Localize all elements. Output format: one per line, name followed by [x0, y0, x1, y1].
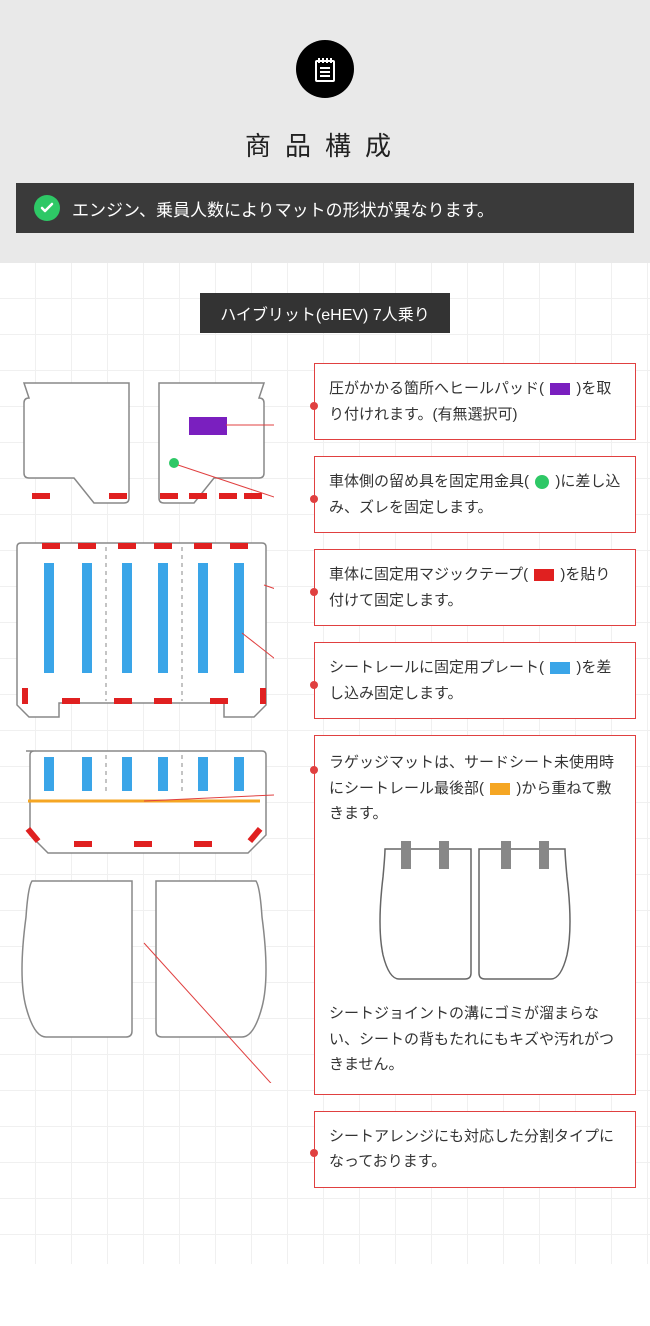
- variant-badge: ハイブリット(eHEV) 7人乗り: [200, 293, 449, 333]
- notice-text: エンジン、乗員人数によりマットの形状が異なります。: [72, 196, 494, 221]
- notepad-icon: [296, 40, 354, 98]
- callout-column: 圧がかかる箇所へヒールパッド( )を取り付けれます。(有無選択可) 車体側の留め…: [274, 363, 636, 1204]
- callout-text: シートアレンジにも対応した分割タイプになっております。: [329, 1128, 614, 1171]
- mini-luggage-diagram: [329, 841, 621, 990]
- callout-text: シートレールに固定用プレート(: [329, 659, 548, 676]
- callout-rail-plate: シートレールに固定用プレート( )を差し込み固定します。: [314, 642, 636, 719]
- callout-split: シートアレンジにも対応した分割タイプになっております。: [314, 1111, 636, 1188]
- callout-text: 車体に固定用マジックテープ(: [329, 566, 532, 583]
- callout-velcro: 車体に固定用マジックテープ( )を貼り付けて固定します。: [314, 549, 636, 626]
- diagram-area: ハイブリット(eHEV) 7人乗り: [0, 263, 650, 1264]
- callout-text: 圧がかかる箇所へヒールパッド(: [329, 380, 548, 397]
- callout-footer-text: シートジョイントの溝にゴミが溜まらない、シートの背もたれにもキズや汚れがつきませ…: [329, 1001, 621, 1078]
- page-title: 商品構成: [0, 126, 650, 163]
- check-icon: [34, 195, 60, 221]
- callout-text: 車体側の留め具を固定用金具(: [329, 473, 533, 490]
- swatch-fixing-hook: [535, 475, 549, 489]
- callout-heel-pad: 圧がかかる箇所へヒールパッド( )を取り付けれます。(有無選択可): [314, 363, 636, 440]
- swatch-rail-last: [490, 783, 510, 795]
- notice-bar: エンジン、乗員人数によりマットの形状が異なります。: [16, 183, 634, 233]
- swatch-velcro: [534, 569, 554, 581]
- mat-layout: [14, 363, 274, 1204]
- swatch-rail-plate: [550, 662, 570, 674]
- header-section: 商品構成 エンジン、乗員人数によりマットの形状が異なります。: [0, 0, 650, 263]
- swatch-heel-pad: [550, 383, 570, 395]
- callout-luggage: ラゲッジマットは、サードシート未使用時にシートレール最後部( )から重ねて敷きま…: [314, 735, 636, 1095]
- callout-fixing-hook: 車体側の留め具を固定用金具( )に差し込み、ズレを固定します。: [314, 456, 636, 533]
